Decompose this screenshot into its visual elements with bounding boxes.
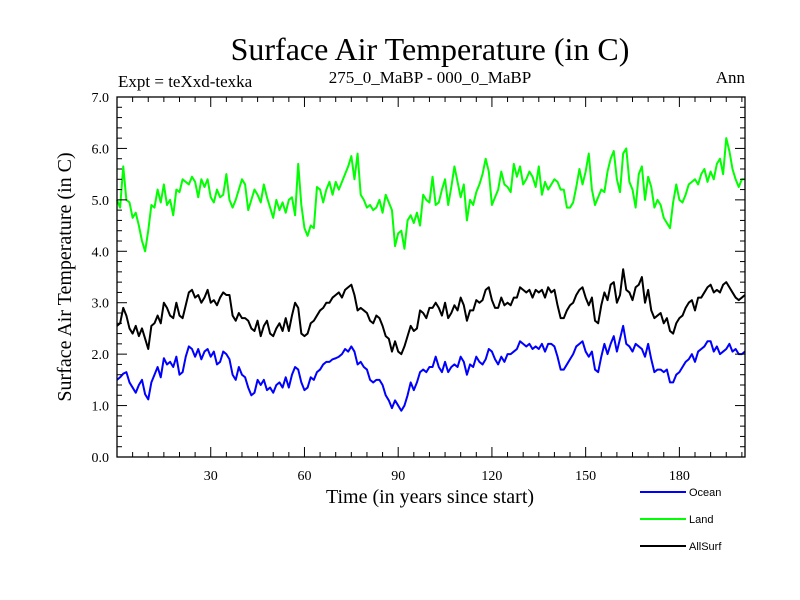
legend: Ocean Land AllSurf: [640, 487, 722, 553]
y-tick-label: 4.0: [92, 245, 110, 260]
x-tick-label: 90: [391, 469, 405, 484]
chart-title: Surface Air Temperature (in C): [231, 31, 630, 67]
y-tick-label: 0.0: [92, 451, 110, 466]
y-tick-label: 1.0: [92, 400, 110, 415]
y-tick-label: 5.0: [92, 194, 110, 209]
axis-ticks: [117, 96, 745, 458]
x-tick-label: 120: [481, 469, 502, 484]
y-axis-label: Surface Air Temperature (in C): [54, 152, 76, 401]
y-tick-label: 3.0: [92, 297, 110, 312]
y-tick-label: 2.0: [92, 348, 110, 363]
x-axis-label: Time (in years since start): [326, 486, 534, 508]
x-tick-label: 30: [204, 469, 218, 484]
series-line-ocean: [116, 324, 746, 412]
legend-label-allsurf: AllSurf: [689, 541, 722, 553]
chart-subtitle-center: 275_0_MaBP - 000_0_MaBP: [329, 68, 531, 87]
legend-label-ocean: Ocean: [689, 487, 721, 499]
series-line-land: [116, 137, 745, 253]
x-tick-label: 180: [669, 469, 690, 484]
y-tick-label: 6.0: [92, 142, 110, 157]
axis-tick-labels: 0.0 1.0 2.0 3.0 4.0 5.0 6.0 7.0 30 60 90 120 150 180: [92, 91, 690, 484]
legend-label-land: Land: [689, 514, 713, 526]
y-tick-label: 7.0: [92, 91, 110, 106]
plot-frame: [116, 96, 746, 458]
chart-subtitle-right: Ann: [716, 68, 746, 87]
chart-subtitle-left: Expt = teXxd-texka: [118, 72, 253, 91]
plot-lines: [116, 137, 746, 412]
x-tick-label: 60: [297, 469, 311, 484]
x-tick-label: 150: [575, 469, 596, 484]
series-line-allsurf: [116, 268, 746, 356]
